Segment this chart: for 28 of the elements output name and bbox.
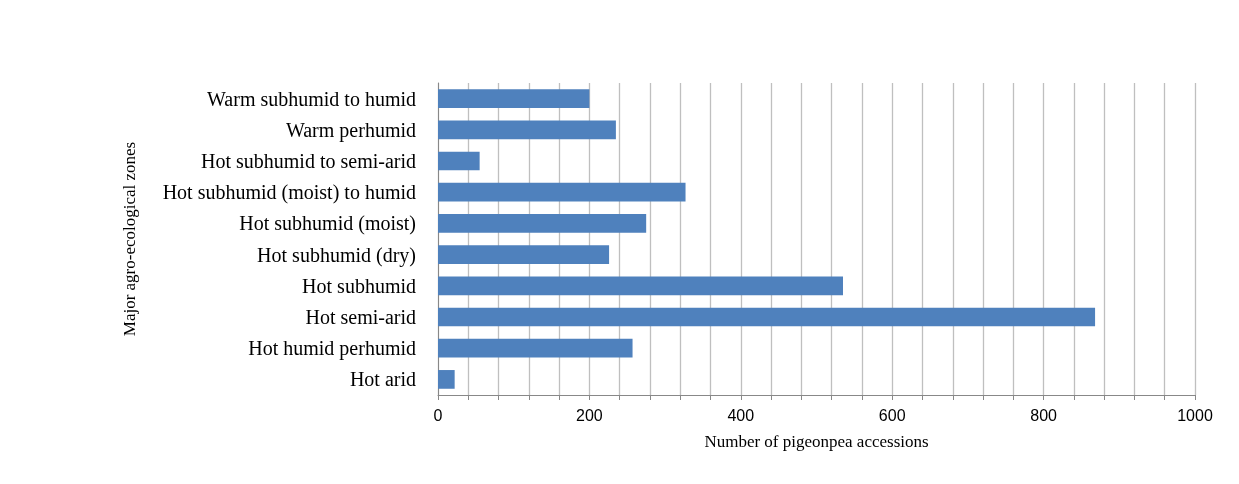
y-axis-title: Major agro-ecological zones [120, 141, 139, 337]
y-tick-label: Hot subhumid (dry) [257, 243, 416, 267]
bar [438, 307, 1096, 327]
y-tick-label: Hot subhumid (moist) to humid [162, 181, 416, 205]
y-tick-label: Hot humid perhumid [248, 337, 416, 361]
y-tick-label: Hot subhumid to semi-arid [201, 150, 416, 172]
bar [438, 370, 455, 389]
bar [438, 89, 590, 108]
y-tick-label: Hot semi-arid [305, 306, 416, 328]
x-tick-label: 200 [576, 406, 603, 424]
bar [438, 214, 647, 233]
x-tick-label: 1000 [1177, 406, 1213, 424]
bar [438, 120, 616, 140]
x-tick-label: 600 [878, 406, 906, 424]
bar [438, 338, 633, 358]
x-tick-label: 400 [727, 406, 755, 424]
y-tick-label: Hot subhumid [302, 274, 416, 297]
x-tick-label: 0 [433, 406, 443, 424]
y-tick-label: Warm perhumid [285, 118, 416, 142]
x-tick-label: 800 [1030, 406, 1058, 424]
y-tick-label: Hot arid [349, 368, 416, 391]
y-tick-label: Warm subhumid to humid [207, 87, 416, 110]
x-axis-title: Number of pigeonpea accessions [704, 432, 929, 451]
bar [438, 245, 610, 264]
bar [438, 182, 686, 202]
bar [438, 151, 480, 171]
bar [438, 276, 843, 296]
y-tick-label: Hot subhumid (moist) [239, 212, 416, 236]
